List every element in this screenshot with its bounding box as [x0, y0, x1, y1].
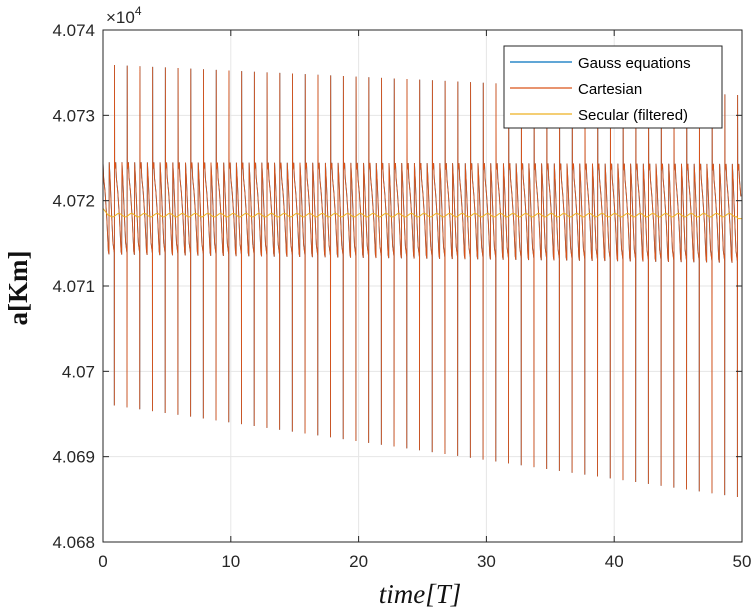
x-tick-label: 10: [221, 552, 240, 571]
series-secular-filtered: [102, 208, 742, 220]
x-tick-label: 20: [349, 552, 368, 571]
y-tick-label: 4.068: [52, 533, 95, 552]
y-multiplier: ×104: [106, 4, 142, 27]
legend: Gauss equations Cartesian Secular (filte…: [503, 45, 723, 129]
legend-label-cartesian: Cartesian: [578, 81, 642, 98]
y-axis-label: a[Km]: [3, 251, 33, 326]
x-axis-label: time[T]: [379, 579, 462, 609]
x-tick-label: 30: [477, 552, 496, 571]
x-tick-label: 40: [605, 552, 624, 571]
ticks: 0 10 20 30 40 50 4.068 4.069 4.07 4.071 4.072 4.073…: [52, 21, 751, 571]
series-cartesian: [102, 64, 742, 498]
legend-box: [503, 45, 723, 129]
y-tick-label: 4.072: [52, 192, 95, 211]
y-tick-label: 4.071: [52, 277, 95, 296]
x-tick-label: 50: [733, 552, 752, 571]
y-tick-label: 4.069: [52, 448, 95, 467]
series-layer: [102, 64, 742, 498]
y-tick-label: 4.073: [52, 106, 95, 125]
legend-label-gauss: Gauss equations: [578, 55, 691, 72]
y-tick-label: 4.074: [52, 21, 95, 40]
x-tick-label: 0: [98, 552, 107, 571]
legend-label-secular: Secular (filtered): [578, 107, 688, 124]
y-tick-label: 4.07: [62, 362, 95, 381]
